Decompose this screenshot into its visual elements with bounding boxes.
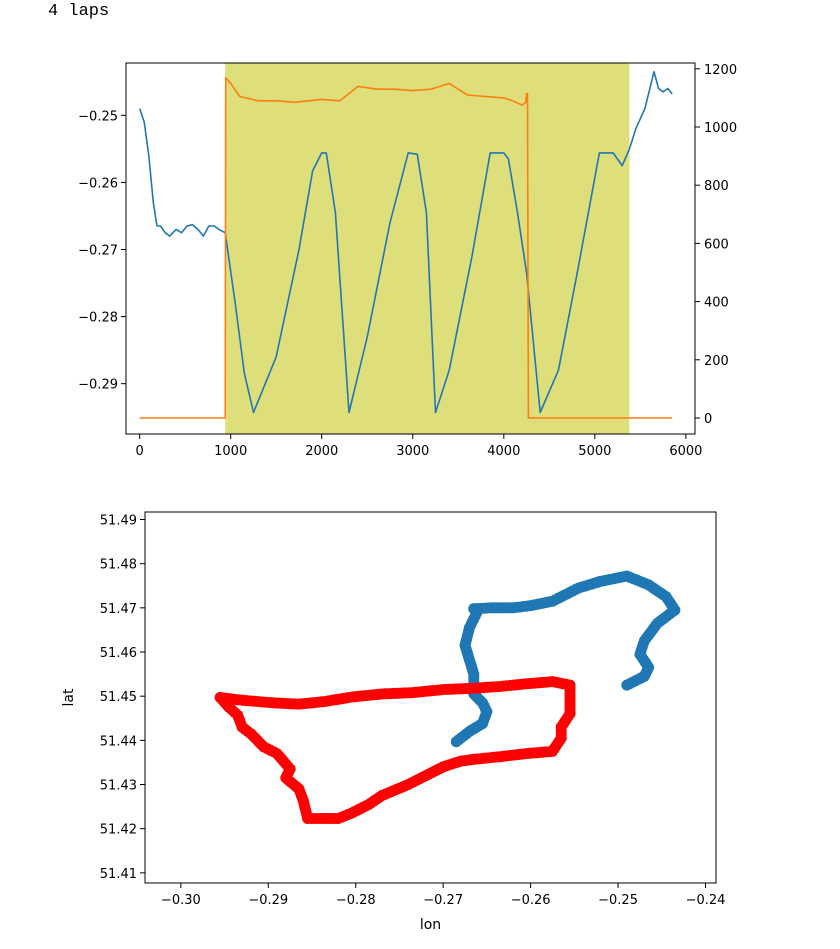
x-tick-label: −0.28 <box>336 893 376 908</box>
left-y-tick-label: −0.26 <box>78 176 118 191</box>
left-y-tick-label: −0.25 <box>78 109 118 124</box>
x-tick-label: 4000 <box>487 444 520 459</box>
y-tick-label: 51.48 <box>100 558 137 573</box>
x-tick-label: −0.30 <box>161 893 201 908</box>
y-tick-label: 51.43 <box>100 779 137 794</box>
x-tick-label: 1000 <box>214 444 247 459</box>
right-y-tick-label: 1000 <box>704 121 737 136</box>
y-tick-label: 51.42 <box>100 823 137 838</box>
x-tick-label: −0.24 <box>686 893 726 908</box>
x-axis-label: lon <box>420 917 441 933</box>
x-tick-label: 0 <box>136 444 144 459</box>
y-tick-label: 51.46 <box>100 646 137 661</box>
x-tick-label: −0.27 <box>423 893 463 908</box>
x-tick-label: 5000 <box>578 444 611 459</box>
right-y-tick-label: 0 <box>704 412 712 427</box>
plot-frame <box>144 511 717 884</box>
y-tick-label: 51.45 <box>100 690 137 705</box>
scatter-series-2 <box>214 676 576 824</box>
right-y-tick-label: 1200 <box>704 63 737 78</box>
series-line-2-right-axis <box>139 76 673 419</box>
y-tick-label: 51.49 <box>100 514 137 529</box>
scatter-point <box>621 679 633 691</box>
x-tick-label: −0.29 <box>248 893 288 908</box>
right-y-tick-label: 400 <box>704 296 729 311</box>
right-y-tick-label: 200 <box>704 354 729 369</box>
left-y-tick-label: −0.28 <box>78 311 118 326</box>
time-series-chart: 0 1000 2000 3000 4000 5000 6000−0.25−0.26−0.27… <box>78 62 737 459</box>
y-tick-label: 51.41 <box>100 867 137 882</box>
scatter-series-1 <box>450 570 681 748</box>
series-line-1-left-axis <box>138 70 673 414</box>
x-tick-label: 2000 <box>305 444 338 459</box>
x-tick-label: 6000 <box>669 444 702 459</box>
right-y-tick-label: 600 <box>704 237 729 252</box>
x-tick-label: −0.25 <box>598 893 638 908</box>
scatter-point <box>214 692 226 703</box>
y-tick-label: 51.47 <box>100 602 137 617</box>
plot-frame <box>125 62 696 435</box>
cell-output-text: 4 laps <box>48 2 110 21</box>
left-y-tick-label: −0.29 <box>78 378 118 393</box>
left-y-tick-label: −0.27 <box>78 244 118 259</box>
y-axis-label: lat <box>61 688 77 706</box>
x-tick-label: 3000 <box>396 444 429 459</box>
y-tick-label: 51.44 <box>100 734 137 749</box>
right-y-tick-label: 800 <box>704 179 729 194</box>
x-tick-label: −0.26 <box>511 893 551 908</box>
